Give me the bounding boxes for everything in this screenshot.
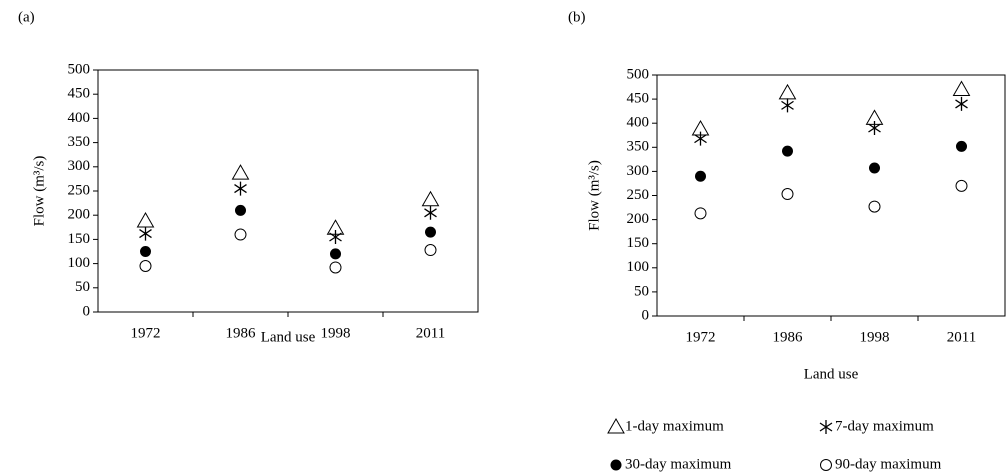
x-tick-label: 2011 [416,325,445,341]
y-tick-label: 450 [68,86,91,102]
marker-circle [820,459,832,471]
marker-triangle [607,417,625,434]
marker-star [868,121,881,136]
panel-label: (a) [18,9,35,25]
marker-circle [694,207,707,220]
marker-triangle [421,190,440,207]
x-tick-label: 1998 [860,329,890,345]
y-tick-label: 250 [627,187,650,203]
y-tick-label: 400 [68,110,91,126]
marker-triangle [778,83,797,100]
x-axis-label: Land use [261,329,316,345]
y-tick-label: 0 [642,307,650,323]
y-tick-label: 350 [627,139,650,155]
x-tick-label: 1972 [131,325,161,341]
marker-dot [782,145,793,157]
marker-dot [140,246,151,257]
marker-triangle [231,164,250,180]
y-axis-label: Flow (m³/s) [31,156,47,227]
marker-dot [869,162,880,174]
marker-star [424,205,437,220]
y-tick-label: 500 [627,66,650,82]
marker-triangle [136,212,155,228]
y-axis-label: Flow (m³/s) [586,160,602,231]
y-tick-label: 0 [83,303,91,319]
plot-frame [656,74,1006,317]
x-tick-label: 1972 [686,329,716,345]
marker-circle [234,228,247,241]
marker-circle [781,188,794,201]
plot-frame [97,69,479,313]
x-tick-label: 1998 [321,325,351,341]
y-tick-label: 300 [68,158,91,174]
marker-star [819,420,833,434]
y-tick-label: 500 [68,61,91,77]
marker-triangle [952,80,971,96]
marker-circle [139,260,152,273]
panel-label: (b) [568,9,586,25]
y-tick-label: 150 [68,231,91,247]
y-tick-label: 200 [627,211,650,227]
x-tick-label: 1986 [773,329,804,345]
y-tick-label: 400 [627,115,650,131]
marker-star [694,131,707,146]
marker-dot [610,459,622,471]
marker-star [329,229,342,244]
marker-dot [330,248,341,260]
legend-label: 1-day maximum [625,418,724,434]
y-tick-label: 450 [627,91,650,107]
marker-dot [425,226,436,238]
marker-star [781,98,794,113]
marker-dot [695,170,706,182]
marker-circle [955,179,968,192]
marker-star [234,181,247,196]
y-tick-label: 300 [627,163,650,179]
y-tick-label: 50 [634,283,649,299]
y-tick-label: 350 [68,134,91,150]
marker-star [955,96,968,111]
x-tick-label: 1986 [226,325,257,341]
legend-label: 90-day maximum [835,456,942,472]
y-tick-label: 100 [627,259,650,275]
x-axis-label: Land use [804,366,859,382]
legend-label: 7-day maximum [835,418,934,434]
legend-label: 30-day maximum [625,456,732,472]
marker-dot [235,204,246,216]
marker-star [139,226,152,241]
y-tick-label: 50 [75,279,90,295]
y-tick-label: 250 [68,182,91,198]
x-tick-label: 2011 [947,329,976,345]
y-tick-label: 100 [68,255,91,271]
marker-circle [329,261,342,274]
y-tick-label: 200 [68,207,91,223]
marker-circle [424,244,437,257]
marker-dot [956,140,967,152]
y-tick-label: 150 [627,235,650,251]
marker-circle [868,200,881,213]
